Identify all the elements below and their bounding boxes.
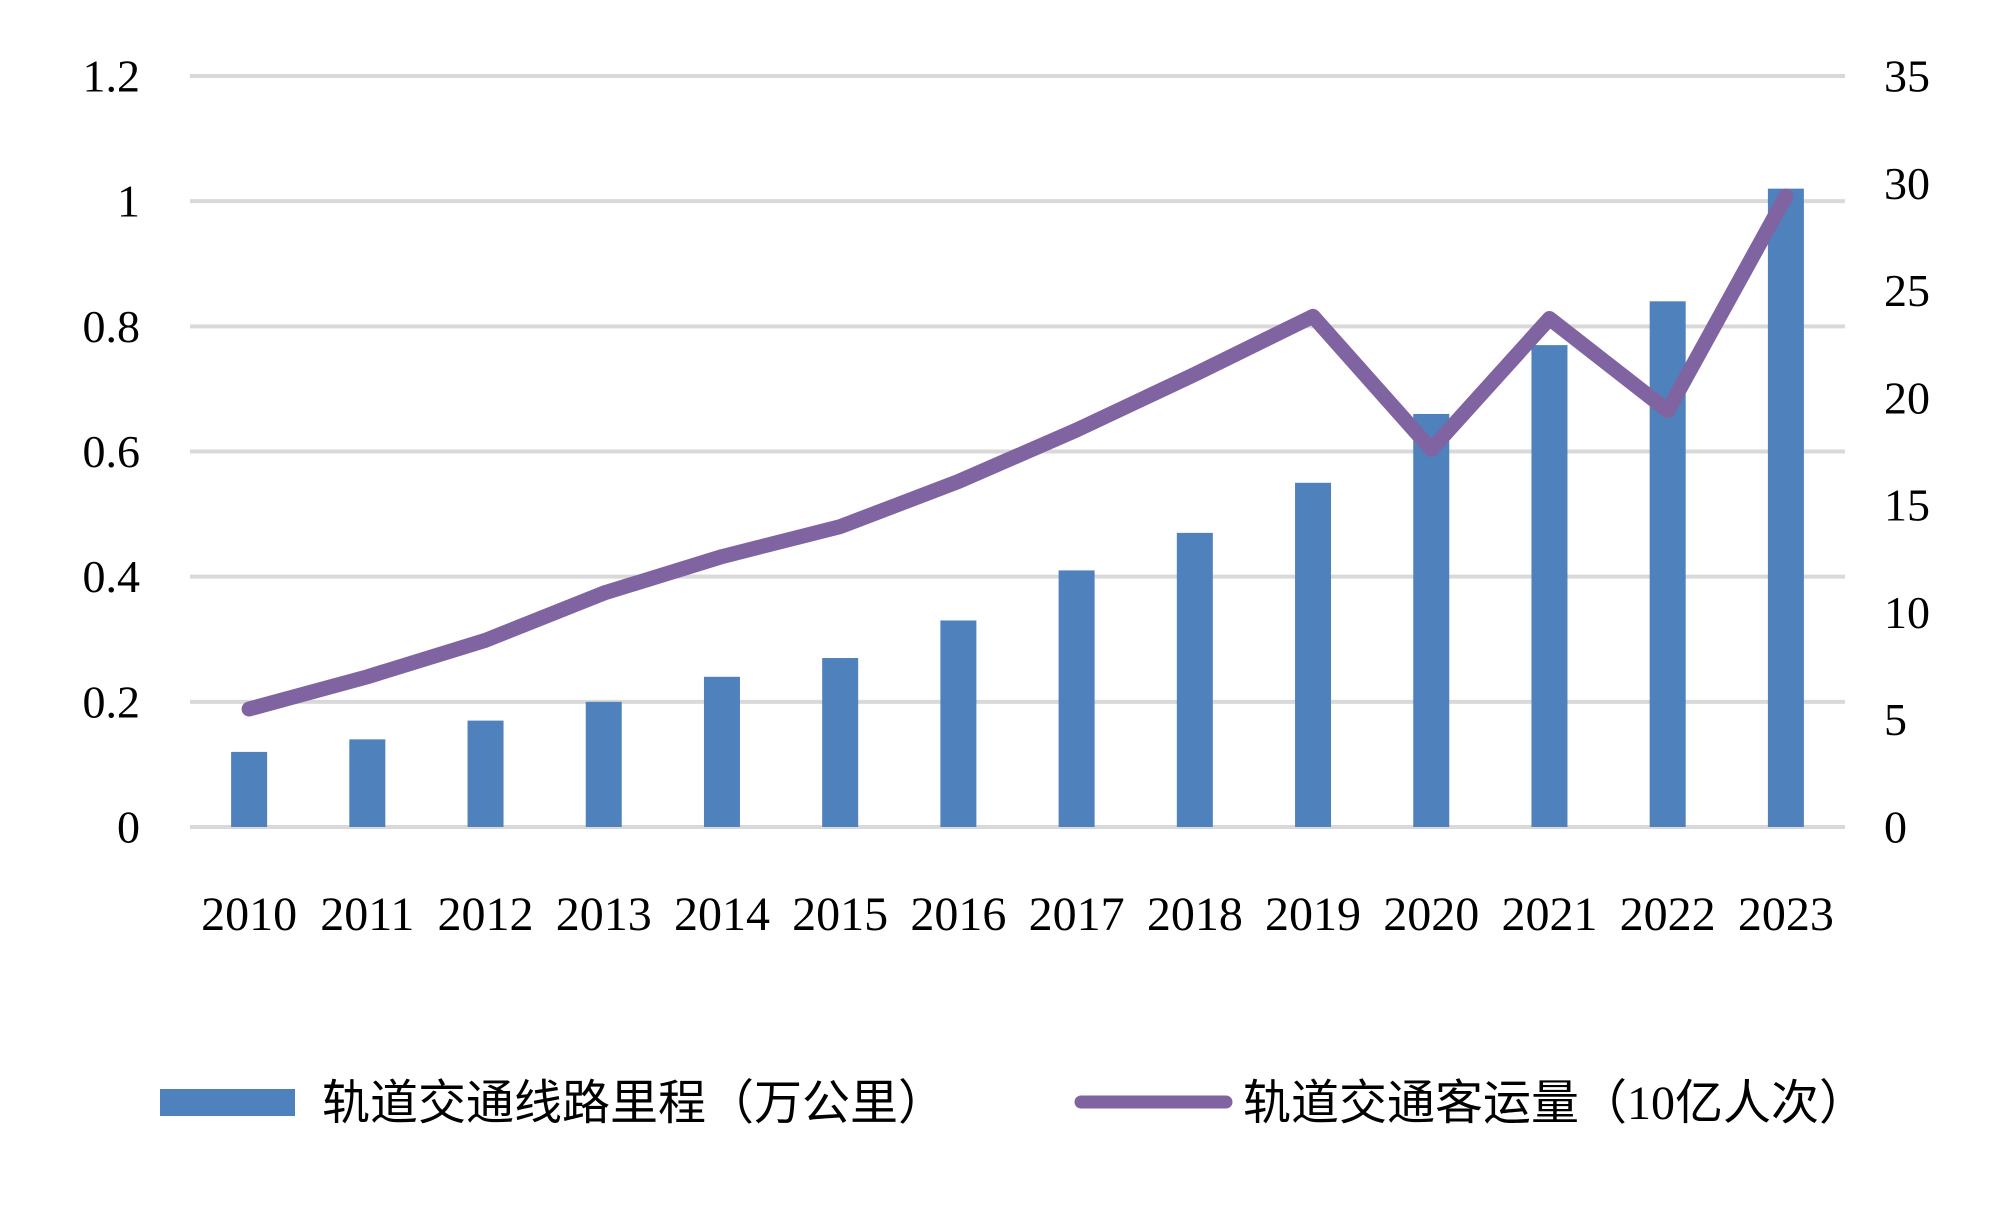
right-axis-tick: 10 bbox=[1884, 587, 1930, 638]
x-axis-label-2011: 2011 bbox=[320, 888, 414, 941]
x-axis-label-2019: 2019 bbox=[1265, 888, 1361, 941]
x-axis-label-2021: 2021 bbox=[1501, 888, 1597, 941]
x-axis-label-2020: 2020 bbox=[1383, 888, 1479, 941]
bar-2014 bbox=[703, 676, 740, 827]
bar-2011 bbox=[349, 739, 386, 827]
right-axis-tick: 20 bbox=[1884, 372, 1930, 423]
x-axis-label-2010: 2010 bbox=[201, 888, 297, 941]
bar-2013 bbox=[585, 701, 622, 827]
x-axis-label-2018: 2018 bbox=[1147, 888, 1243, 941]
left-axis-tick: 1 bbox=[117, 176, 140, 227]
legend-line-label: 轨道交通客运量（10亿人次） bbox=[1243, 1077, 1867, 1130]
left-axis-tick: 0 bbox=[117, 802, 140, 853]
bar-2023 bbox=[1767, 188, 1804, 827]
left-axis-tick: 0.6 bbox=[83, 426, 141, 477]
x-axis-label-2016: 2016 bbox=[910, 888, 1006, 941]
bar-2016 bbox=[940, 620, 977, 827]
bar-series-mileage bbox=[231, 188, 1804, 827]
right-axis-tick: 25 bbox=[1884, 265, 1930, 316]
gridlines bbox=[190, 74, 1845, 829]
bar-2020 bbox=[1413, 413, 1450, 827]
bar-2018 bbox=[1176, 532, 1213, 827]
bar-2017 bbox=[1058, 570, 1095, 827]
right-axis-tick: 35 bbox=[1884, 51, 1930, 102]
line-series-ridership bbox=[241, 188, 1794, 717]
x-axis-label-2022: 2022 bbox=[1620, 888, 1716, 941]
bar-2012 bbox=[467, 720, 504, 827]
x-axis-label-2023: 2023 bbox=[1738, 888, 1834, 941]
right-axis-tick: 15 bbox=[1884, 480, 1930, 531]
right-axis-tick: 5 bbox=[1884, 694, 1907, 745]
bar-2021 bbox=[1531, 345, 1568, 827]
bar-2010 bbox=[231, 751, 268, 827]
legend-bar-swatch bbox=[160, 1089, 295, 1116]
x-axis-label-2014: 2014 bbox=[674, 888, 770, 941]
right-axis-tick: 0 bbox=[1884, 802, 1907, 853]
x-axis-label-2017: 2017 bbox=[1029, 888, 1125, 941]
x-axis-label-2012: 2012 bbox=[438, 888, 534, 941]
x-axis-label-2013: 2013 bbox=[556, 888, 652, 941]
x-axis-year-labels: 2010 2011 2012 2013 2014 2015 2016 2017 2018 2019… bbox=[201, 888, 1834, 941]
left-axis-tick: 1.2 bbox=[83, 51, 141, 102]
x-axis-label-2015: 2015 bbox=[792, 888, 888, 941]
left-axis-tick: 0.2 bbox=[83, 676, 141, 727]
legend-bar-label: 轨道交通线路里程（万公里） bbox=[322, 1077, 946, 1130]
left-axis-tick: 0.4 bbox=[83, 551, 141, 602]
left-axis-tick: 0.8 bbox=[83, 301, 141, 352]
left-axis-ticks: 1.2 1 0.8 0.6 0.4 0.2 0 bbox=[83, 51, 141, 853]
right-axis-ticks: 35 30 25 20 15 10 5 0 bbox=[1884, 51, 1930, 853]
bar-2015 bbox=[822, 658, 859, 827]
right-axis-tick: 30 bbox=[1884, 158, 1930, 209]
legend: 轨道交通线路里程（万公里） 轨道交通客运量（10亿人次） bbox=[160, 1077, 1867, 1130]
bar-2019 bbox=[1295, 482, 1332, 827]
